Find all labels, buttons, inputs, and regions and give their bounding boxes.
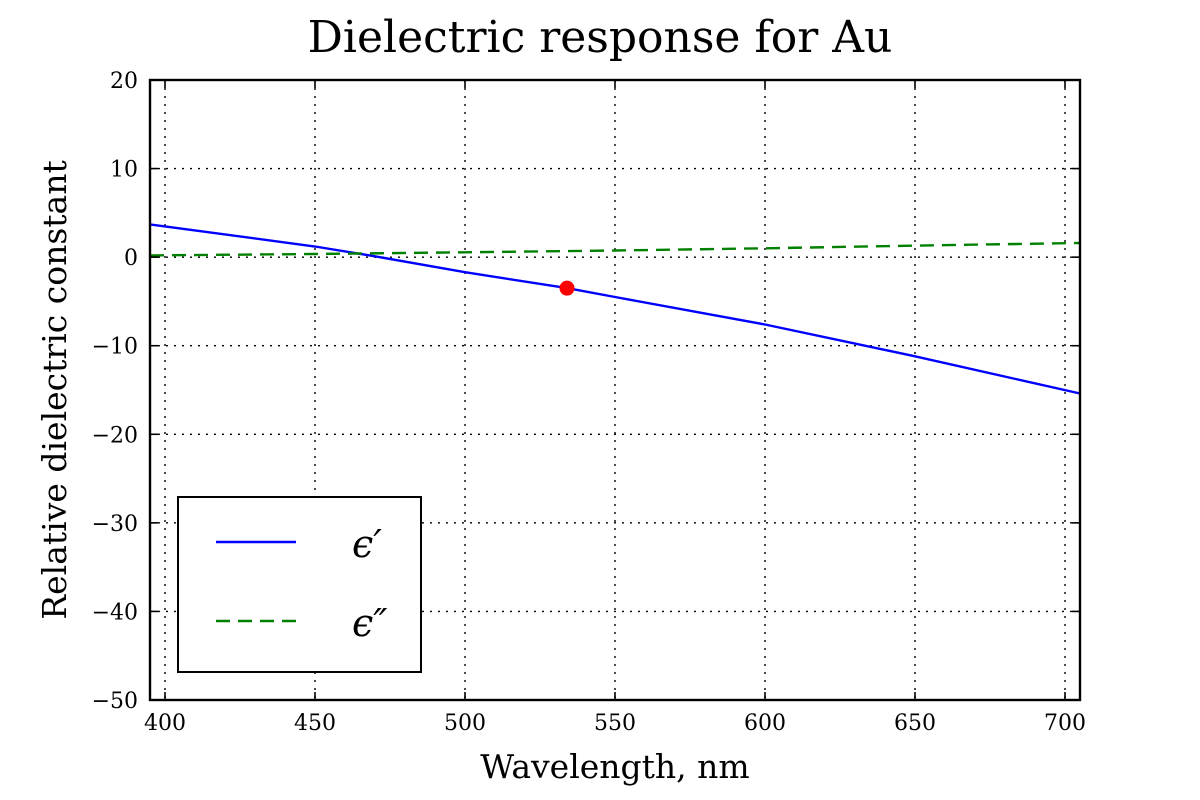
- x-tick-label: 500: [444, 711, 486, 736]
- y-tick-label: 20: [110, 69, 138, 94]
- y-tick-label: −40: [92, 600, 138, 625]
- y-tick-label: −30: [92, 512, 138, 537]
- axis-ticks: 400 450 500 550 600 650 700 20 10 0 −10 −20 −30 −40 −5…: [92, 69, 1086, 736]
- legend: ϵ′ ϵ″: [177, 496, 422, 673]
- x-tick-label: 650: [894, 711, 936, 736]
- series-line-1: [149, 241, 1081, 257]
- y-tick-label: −50: [92, 689, 138, 714]
- legend-label-epsilon-prime: ϵ′: [352, 522, 382, 566]
- chart-title: Dielectric response for Au: [308, 12, 893, 63]
- y-tick-label: −10: [92, 335, 138, 360]
- y-tick-label: 10: [110, 158, 138, 183]
- x-tick-label: 550: [594, 711, 636, 736]
- y-axis-label: Relative dielectric constant: [35, 160, 74, 619]
- grid-lines: [150, 80, 1080, 700]
- x-tick-label: 700: [1044, 711, 1086, 736]
- x-tick-label: 450: [294, 711, 336, 736]
- legend-label-epsilon-double-prime: ϵ″: [352, 601, 387, 645]
- highlight-point: [559, 280, 575, 296]
- x-tick-label: 400: [144, 711, 186, 736]
- y-tick-label: 0: [124, 246, 138, 271]
- x-axis-label: Wavelength, nm: [480, 747, 749, 786]
- y-tick-label: −20: [92, 423, 138, 448]
- x-tick-label: 600: [744, 711, 786, 736]
- legend-box: [177, 496, 422, 673]
- marker-layer: [559, 280, 575, 296]
